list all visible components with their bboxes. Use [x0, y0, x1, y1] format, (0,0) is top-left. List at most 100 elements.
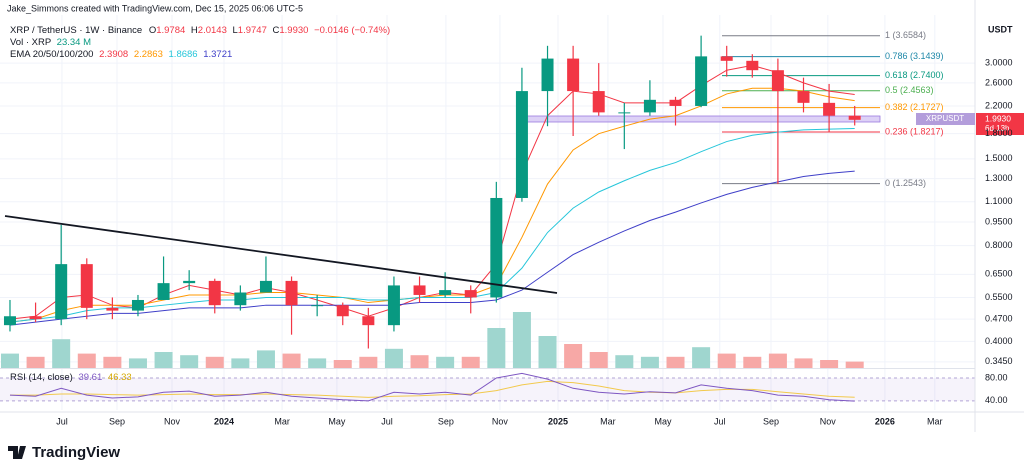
x-tick-label: 2024 — [214, 416, 234, 426]
volume-bar — [77, 353, 96, 368]
candle-body — [413, 285, 426, 295]
volume-bar — [180, 355, 199, 368]
candle-body — [848, 115, 861, 120]
volume-bar — [384, 348, 403, 368]
candle-body — [771, 70, 784, 92]
x-tick-label: Mar — [274, 416, 290, 426]
volume-bar — [154, 352, 173, 368]
volume-bar — [845, 361, 864, 368]
price-tag-value: 1.9930 — [985, 113, 1011, 123]
credit: Jake_Simmons created with TradingView.co… — [7, 3, 303, 13]
x-tick-label: Sep — [109, 416, 125, 426]
trend-line — [4, 215, 558, 294]
volume-header: Vol · XRP 23.34 M — [10, 37, 91, 48]
candle-body — [439, 290, 452, 295]
volume-bar — [231, 358, 250, 368]
fib-label: 0.786 (3.1439) — [885, 51, 944, 61]
candle-body — [387, 285, 400, 326]
volume-bar — [461, 356, 480, 368]
y-tick-label: 2.2000 — [985, 100, 1013, 110]
ohlc-value: 1.9784 — [156, 25, 185, 36]
volume-bar — [768, 353, 787, 368]
candle-body — [618, 112, 631, 114]
y-tick-label: 0.4700 — [985, 314, 1013, 324]
candle-body — [746, 60, 759, 71]
x-tick-label: 2025 — [548, 416, 568, 426]
x-tick-label: Jul — [381, 416, 393, 426]
y-tick-label: 1.3000 — [985, 173, 1013, 183]
x-tick-label: Nov — [820, 416, 837, 426]
volume-bar — [436, 356, 455, 368]
rsi-header: RSI (14, close) 39.61 46.33 — [10, 372, 132, 383]
volume-bar — [103, 356, 122, 368]
x-tick-label: 2026 — [875, 416, 895, 426]
ema-line — [9, 64, 855, 320]
logo-mark — [8, 446, 26, 459]
candle-body — [106, 307, 119, 311]
y-tick-label: 1.5000 — [985, 153, 1013, 163]
x-tick-label: Sep — [438, 416, 454, 426]
x-tick-label: May — [328, 416, 346, 426]
fib-label: 0 (1.2543) — [885, 178, 926, 188]
volume-bar — [794, 358, 813, 368]
volume-bar — [743, 356, 762, 368]
fib-label: 0.236 (1.8217) — [885, 126, 944, 136]
x-tick-label: Mar — [600, 416, 616, 426]
candle-body — [464, 290, 477, 298]
volume-bar — [205, 356, 224, 368]
candle-body — [515, 91, 528, 198]
x-tick-label: May — [654, 416, 672, 426]
symbol-tag-label: XRPUSDT — [926, 114, 964, 123]
price-tag — [976, 113, 1024, 135]
candle-body — [131, 299, 144, 311]
volume-bar — [52, 339, 71, 368]
rsi-label: RSI (14, close) — [10, 372, 73, 383]
rsi-ma-value: 46.33 — [108, 372, 132, 383]
ohlc-key: L — [233, 25, 238, 36]
volume-bar — [26, 356, 45, 368]
logo-text: TradingView — [32, 444, 120, 461]
ohlc-key: O — [149, 25, 156, 36]
fib-label: 0.382 (2.1727) — [885, 102, 944, 112]
grid — [0, 15, 975, 410]
volume-bar — [487, 328, 506, 368]
candle-body — [259, 280, 272, 293]
countdown: 6d 13h — [985, 124, 1009, 133]
volume-bar — [333, 360, 352, 368]
ema-value: 2.2863 — [134, 49, 163, 60]
ohlc-value: 2.0143 — [198, 25, 227, 36]
volume-label: Vol · XRP — [10, 37, 51, 48]
volume-bar — [256, 350, 275, 368]
candle-body — [490, 197, 503, 298]
volume-bar — [410, 355, 429, 368]
candle-body — [541, 58, 554, 92]
y-tick-label: 0.8000 — [985, 240, 1013, 250]
ema-line — [9, 87, 855, 323]
ema-line — [9, 128, 855, 323]
x-tick-label: Nov — [164, 416, 181, 426]
ema-value: 1.3721 — [203, 49, 232, 60]
volume-value: 23.34 M — [57, 37, 91, 48]
candle-body — [695, 56, 708, 106]
volume-bar — [0, 353, 19, 368]
candle-body — [567, 58, 580, 92]
ohlc-value: 1.9747 — [238, 25, 267, 36]
x-tick-label: Nov — [492, 416, 509, 426]
candle-body — [234, 292, 247, 306]
candle-body — [592, 91, 605, 113]
volume-bar — [282, 353, 301, 368]
candle-body — [797, 91, 810, 103]
x-tick-label: Mar — [927, 416, 943, 426]
fib-label: 1 (3.6584) — [885, 30, 926, 40]
y-tick-label: 1.8000 — [985, 128, 1013, 138]
volume-bar — [615, 355, 634, 368]
volume-bar — [717, 353, 736, 368]
symbol-tag — [916, 113, 975, 125]
plot-area: 1 (3.6584) 0.786 (3.1439) 0.618 (2.7400) 0.… — [0, 30, 975, 402]
candle-body — [157, 283, 170, 300]
candle-body — [669, 99, 682, 106]
ema-line — [9, 170, 855, 326]
y-tick-label: 2.6000 — [985, 77, 1013, 87]
y-tick-label: 0.9500 — [985, 216, 1013, 226]
